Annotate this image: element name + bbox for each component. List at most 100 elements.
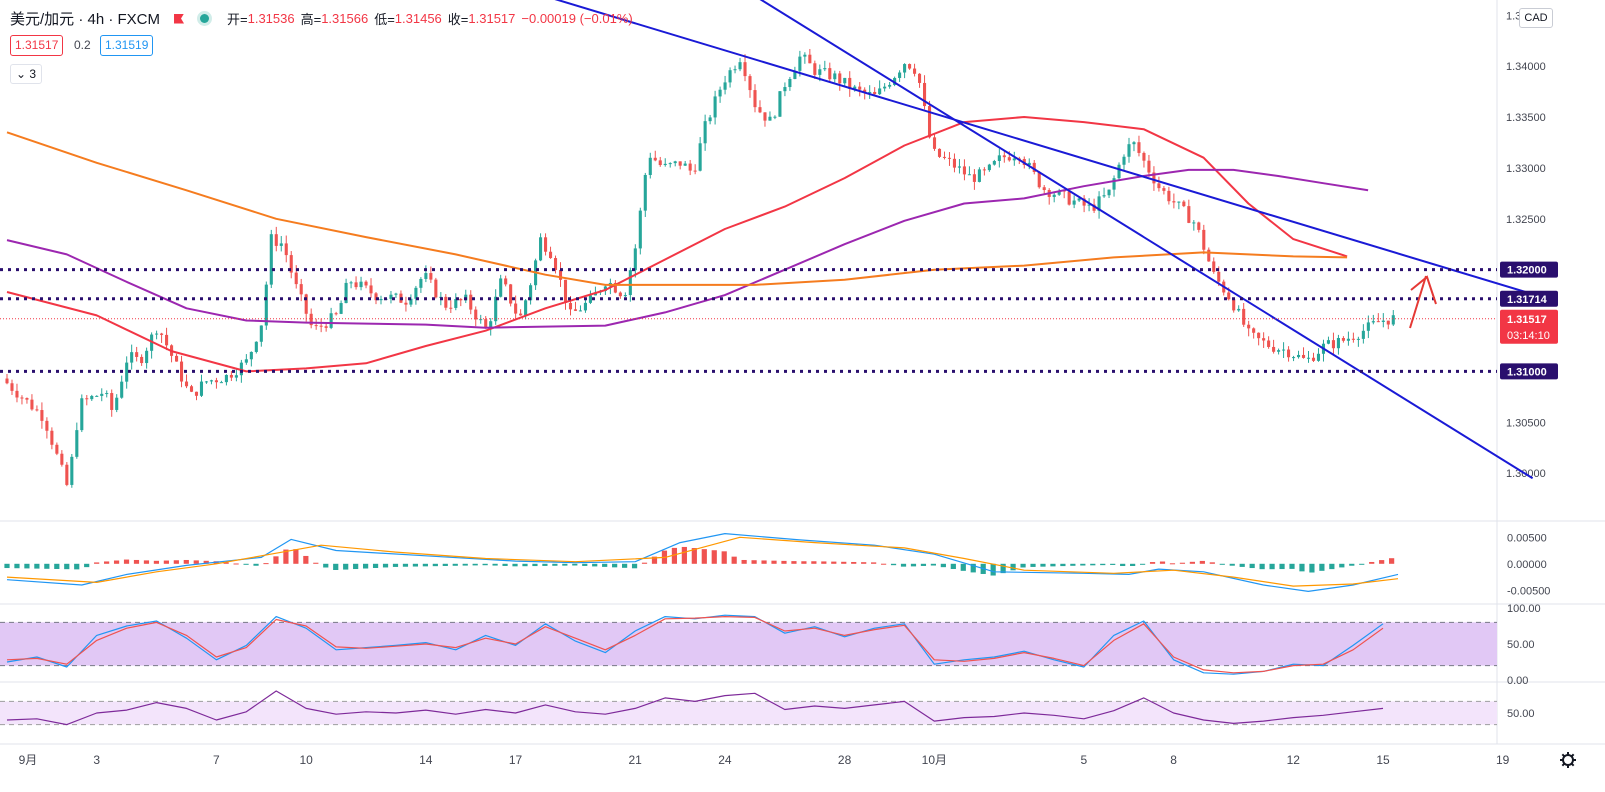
candle-body[interactable] bbox=[613, 282, 617, 293]
candle-body[interactable] bbox=[1336, 337, 1340, 349]
candle-body[interactable] bbox=[429, 273, 433, 280]
candle-body[interactable] bbox=[673, 161, 677, 164]
candle-body[interactable] bbox=[264, 284, 268, 326]
candle-body[interactable] bbox=[1187, 206, 1191, 223]
candle-body[interactable] bbox=[703, 121, 707, 144]
candle-body[interactable] bbox=[60, 453, 64, 465]
candle-body[interactable] bbox=[648, 157, 652, 175]
candle-body[interactable] bbox=[1361, 330, 1365, 339]
candle-body[interactable] bbox=[803, 54, 807, 57]
candle-body[interactable] bbox=[30, 399, 34, 410]
candle-body[interactable] bbox=[833, 73, 837, 80]
candle-body[interactable] bbox=[424, 273, 428, 279]
candle-body[interactable] bbox=[309, 313, 313, 326]
candle-body[interactable] bbox=[628, 270, 632, 296]
candle-body[interactable] bbox=[1167, 190, 1171, 202]
candle-body[interactable] bbox=[239, 362, 243, 376]
candle-body[interactable] bbox=[898, 72, 902, 78]
candle-body[interactable] bbox=[947, 157, 952, 159]
candle-body[interactable] bbox=[1077, 198, 1081, 201]
candle-body[interactable] bbox=[977, 169, 981, 182]
candle-body[interactable] bbox=[633, 248, 637, 271]
candle-body[interactable] bbox=[952, 158, 957, 168]
candle-body[interactable] bbox=[773, 116, 777, 118]
candle-body[interactable] bbox=[1376, 321, 1380, 323]
candle-body[interactable] bbox=[1037, 171, 1041, 188]
candle-body[interactable] bbox=[753, 90, 757, 108]
candle-body[interactable] bbox=[80, 398, 84, 431]
candle-body[interactable] bbox=[269, 234, 273, 285]
candle-body[interactable] bbox=[1102, 195, 1106, 197]
candle-body[interactable] bbox=[50, 430, 54, 445]
candle-body[interactable] bbox=[189, 386, 194, 392]
candle-body[interactable] bbox=[509, 284, 513, 304]
candle-body[interactable] bbox=[668, 163, 672, 165]
candle-body[interactable] bbox=[160, 333, 164, 335]
candle-body[interactable] bbox=[479, 319, 483, 321]
candle-body[interactable] bbox=[982, 169, 986, 171]
candle-body[interactable] bbox=[967, 174, 971, 176]
candle-body[interactable] bbox=[130, 352, 134, 363]
candle-body[interactable] bbox=[1042, 187, 1046, 191]
candle-body[interactable] bbox=[1182, 201, 1186, 207]
candle-body[interactable] bbox=[209, 380, 213, 382]
candle-body[interactable] bbox=[259, 325, 263, 342]
candle-body[interactable] bbox=[1257, 332, 1261, 339]
gear-icon[interactable] bbox=[1560, 752, 1576, 768]
candle-body[interactable] bbox=[20, 397, 24, 399]
candle-body[interactable] bbox=[544, 237, 548, 252]
candle-body[interactable] bbox=[1132, 142, 1136, 145]
candle-body[interactable] bbox=[878, 88, 882, 95]
candle-body[interactable] bbox=[1097, 196, 1101, 211]
candle-body[interactable] bbox=[873, 91, 877, 95]
candle-body[interactable] bbox=[957, 166, 961, 168]
candle-body[interactable] bbox=[603, 286, 607, 291]
candle-body[interactable] bbox=[1346, 338, 1350, 341]
candle-body[interactable] bbox=[1072, 200, 1076, 205]
candle-body[interactable] bbox=[434, 279, 438, 298]
candle-body[interactable] bbox=[1306, 357, 1311, 359]
candle-body[interactable] bbox=[1267, 340, 1271, 347]
candle-body[interactable] bbox=[1282, 349, 1286, 351]
candle-body[interactable] bbox=[85, 398, 89, 400]
candle-body[interactable] bbox=[35, 409, 39, 411]
candle-body[interactable] bbox=[279, 243, 283, 246]
candle-body[interactable] bbox=[1366, 322, 1370, 331]
candle-body[interactable] bbox=[504, 278, 508, 285]
candle-body[interactable] bbox=[1012, 158, 1016, 161]
candle-body[interactable] bbox=[454, 299, 458, 308]
candle-body[interactable] bbox=[324, 326, 328, 328]
candle-body[interactable] bbox=[937, 148, 942, 157]
candle-body[interactable] bbox=[997, 155, 1001, 161]
candle-body[interactable] bbox=[758, 107, 762, 113]
candle-body[interactable] bbox=[1311, 357, 1316, 361]
candle-body[interactable] bbox=[1252, 328, 1256, 333]
candle-body[interactable] bbox=[903, 64, 907, 73]
candle-body[interactable] bbox=[184, 381, 189, 387]
candle-body[interactable] bbox=[578, 310, 583, 312]
candle-body[interactable] bbox=[663, 163, 667, 166]
candle-body[interactable] bbox=[743, 62, 747, 77]
candle-body[interactable] bbox=[1232, 299, 1236, 311]
flag-icon[interactable] bbox=[174, 13, 185, 24]
candle-body[interactable] bbox=[1247, 324, 1251, 329]
candle-body[interactable] bbox=[274, 234, 278, 246]
currency-badge[interactable]: CAD bbox=[1519, 8, 1553, 28]
candle-body[interactable] bbox=[224, 374, 228, 383]
candle-body[interactable] bbox=[987, 164, 991, 171]
candle-body[interactable] bbox=[1242, 308, 1246, 325]
candle-body[interactable] bbox=[927, 106, 932, 138]
candle-body[interactable] bbox=[568, 302, 573, 310]
candle-body[interactable] bbox=[1122, 156, 1126, 165]
candle-body[interactable] bbox=[329, 313, 333, 328]
candle-body[interactable] bbox=[369, 285, 373, 294]
candle-body[interactable] bbox=[394, 293, 398, 295]
candle-body[interactable] bbox=[763, 112, 767, 121]
candle-body[interactable] bbox=[962, 166, 966, 175]
candle-body[interactable] bbox=[354, 282, 358, 288]
candle-body[interactable] bbox=[688, 163, 692, 171]
candle-body[interactable] bbox=[55, 444, 59, 454]
candle-body[interactable] bbox=[70, 456, 74, 485]
candle-body[interactable] bbox=[718, 89, 722, 97]
candle-body[interactable] bbox=[1147, 160, 1151, 173]
